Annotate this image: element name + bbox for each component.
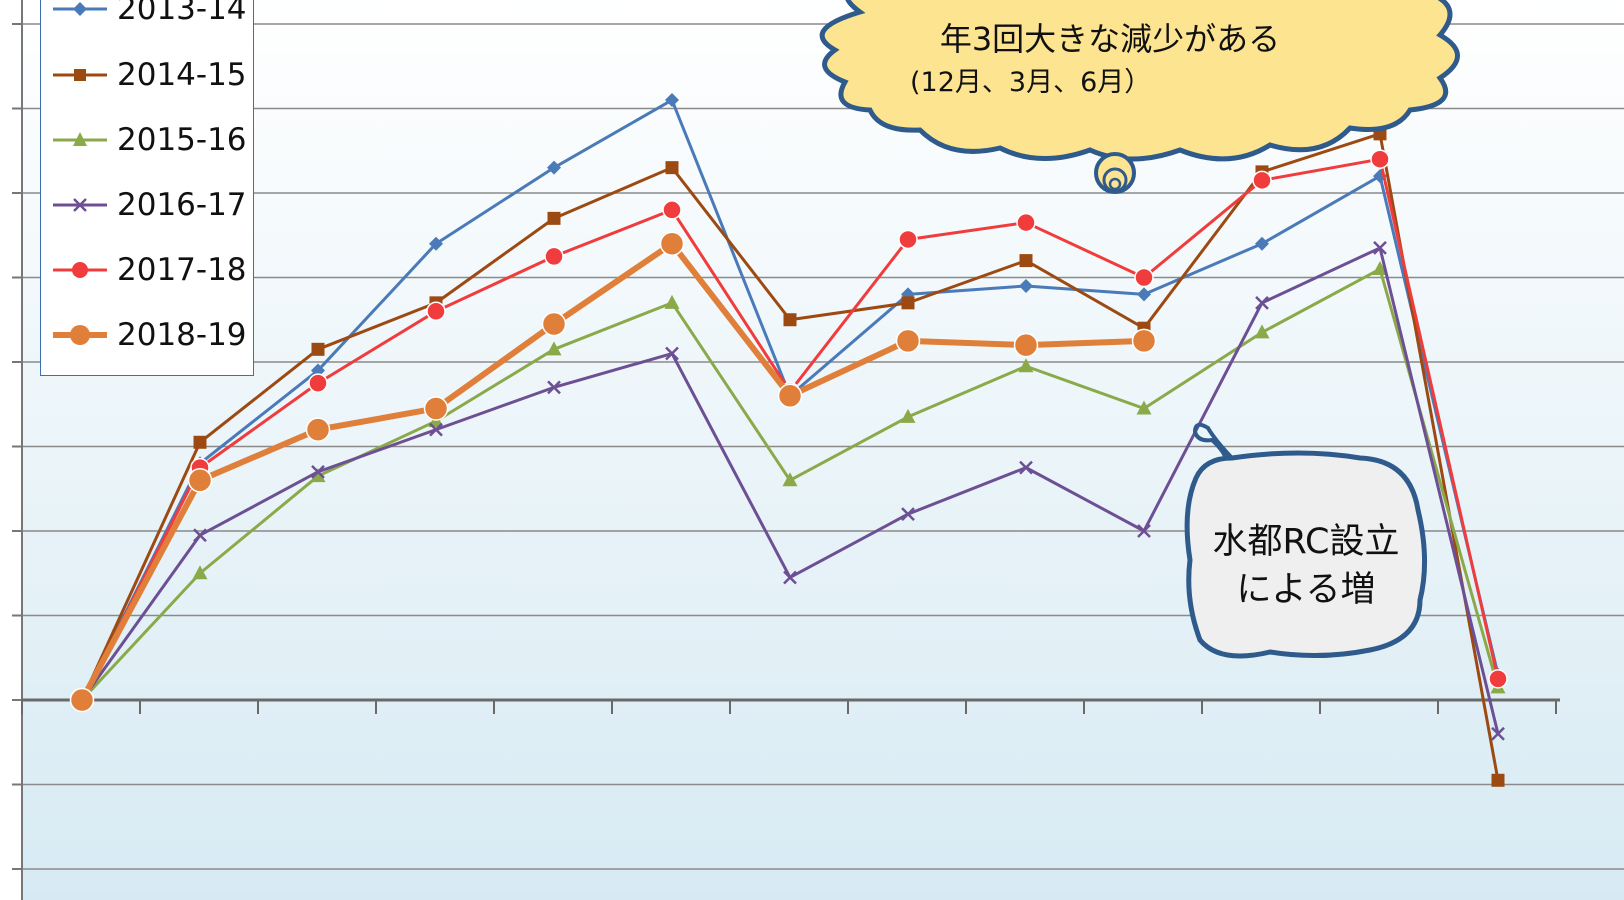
data-point-marker (783, 313, 797, 327)
data-point-marker (311, 363, 325, 378)
note-shape (1184, 450, 1427, 659)
diamond-marker-icon (53, 2, 107, 16)
data-point-marker (664, 294, 680, 309)
data-point-marker (1134, 267, 1154, 288)
legend-item-2017-18: 2017-18 (51, 250, 251, 290)
cloud-bubble-small (1108, 177, 1122, 191)
data-point-marker (901, 296, 915, 310)
data-point-marker (1131, 328, 1157, 354)
data-point-marker (544, 246, 564, 267)
legend: 2013-14 2014-15 2015-16 2016-17 2017-18 (40, 0, 254, 376)
legend-label: 2013-14 (117, 0, 247, 27)
series-2018-19 (69, 231, 1157, 713)
legend-label: 2017-18 (117, 252, 247, 288)
series-line (79, 240, 1145, 702)
thought-cloud-callout (819, 0, 1460, 194)
data-point-marker (192, 565, 208, 580)
data-point-marker (1016, 212, 1036, 233)
note-pointer (1192, 422, 1234, 461)
data-point-marker (193, 435, 207, 449)
data-point-marker (305, 417, 331, 442)
legend-item-2015-16: 2015-16 (51, 120, 251, 160)
legend-label: 2016-17 (117, 187, 247, 223)
data-point-marker (429, 236, 443, 251)
data-point-marker (1019, 460, 1033, 475)
data-point-marker (1372, 261, 1388, 276)
data-point-marker (187, 468, 213, 493)
legend-label: 2015-16 (117, 122, 247, 158)
square-marker-icon (53, 69, 107, 81)
data-point-marker (1137, 524, 1151, 538)
data-point-marker (665, 93, 679, 108)
data-point-marker (311, 464, 325, 479)
data-point-marker (311, 342, 325, 356)
x-marker-icon (53, 198, 107, 212)
data-point-marker (659, 231, 685, 256)
data-point-marker (900, 408, 916, 423)
data-point-marker (1491, 726, 1505, 741)
triangle-marker-icon (53, 132, 107, 146)
data-point-marker (1018, 358, 1034, 373)
data-point-marker (547, 380, 561, 395)
legend-item-2016-17: 2016-17 (51, 185, 251, 225)
circle-marker-icon (53, 262, 107, 278)
data-point-marker (429, 422, 443, 437)
big-circle-marker-icon (53, 325, 107, 345)
increase-note-text: 水都RC設立による増 (1212, 522, 1400, 610)
data-point-marker (662, 200, 682, 220)
data-point-marker (546, 341, 562, 356)
data-point-marker (547, 160, 561, 175)
data-point-marker (1019, 254, 1033, 268)
data-point-marker (777, 383, 803, 409)
cloud-line1: 年3回大きな減少がある (939, 20, 1281, 58)
series-2015-16 (74, 261, 1506, 706)
data-point-marker (1373, 241, 1387, 255)
data-point-marker (782, 472, 798, 487)
series-2016-17 (75, 241, 1505, 741)
data-point-marker (1488, 669, 1508, 689)
cloud-line2: (12月、3月、6月） (910, 67, 1152, 98)
data-point-marker (1255, 295, 1269, 310)
data-point-marker (1255, 236, 1269, 251)
data-point-marker (69, 687, 95, 713)
data-point-marker (310, 468, 326, 483)
legend-item-2014-15: 2014-15 (51, 55, 251, 95)
legend-label: 2018-19 (117, 317, 247, 353)
data-point-marker (901, 507, 915, 521)
data-point-marker (1252, 170, 1272, 191)
data-point-marker (1254, 324, 1270, 339)
legend-item-2018-19: 2018-19 (51, 315, 251, 355)
data-point-marker (193, 528, 207, 543)
data-point-marker (1491, 773, 1505, 787)
data-point-marker (1013, 332, 1039, 358)
cloud-shape (819, 0, 1460, 162)
data-point-marker (423, 396, 449, 421)
data-point-marker (783, 570, 797, 585)
data-point-marker (898, 229, 918, 250)
data-point-marker (665, 161, 679, 175)
data-point-marker (308, 373, 328, 393)
data-point-marker (541, 311, 567, 337)
data-point-marker (426, 301, 446, 322)
increase-note-callout (1184, 422, 1427, 659)
data-point-marker (1136, 400, 1152, 415)
data-point-marker (1370, 149, 1390, 169)
legend-label: 2014-15 (117, 57, 247, 93)
data-point-marker (547, 211, 561, 225)
legend-item-2013-14: 2013-14 (51, 0, 251, 29)
plot-area (22, 0, 1624, 900)
data-point-marker (665, 346, 679, 361)
data-point-marker (1019, 278, 1033, 293)
data-point-marker (1137, 287, 1151, 302)
data-point-marker (895, 328, 921, 354)
